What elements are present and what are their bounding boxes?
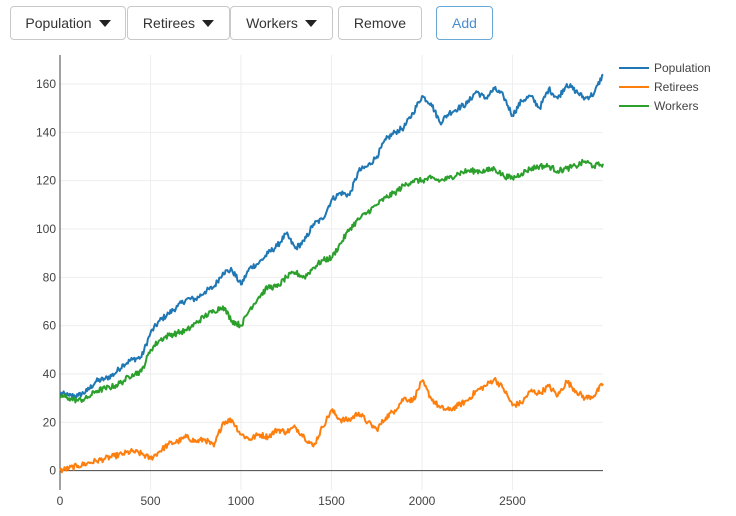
y-tick-label: 160 xyxy=(36,77,56,91)
y-tick-label: 100 xyxy=(36,222,56,236)
x-tick-label: 2500 xyxy=(499,494,526,508)
series-line-workers xyxy=(59,158,604,404)
grid xyxy=(60,55,603,490)
x-tick-label: 0 xyxy=(57,494,64,508)
remove-button-label: Remove xyxy=(353,15,407,31)
legend-label-workers: Workers xyxy=(654,99,698,113)
y-tick-label: 80 xyxy=(43,270,57,284)
x-tick-label: 2000 xyxy=(409,494,436,508)
x-tick-label: 1500 xyxy=(318,494,345,508)
y-tick-label: 40 xyxy=(43,367,57,381)
y-tick-label: 60 xyxy=(43,319,57,333)
y-tick-label: 140 xyxy=(36,125,56,139)
population-dropdown-label: Population xyxy=(25,15,92,31)
y-tick-label: 0 xyxy=(49,464,56,478)
population-dropdown-button[interactable]: Population xyxy=(10,6,126,40)
add-button-label: Add xyxy=(452,15,477,31)
series-line-population xyxy=(59,73,604,399)
add-button[interactable]: Add xyxy=(436,6,493,40)
retirees-dropdown-label: Retirees xyxy=(142,15,196,31)
series-lines xyxy=(59,73,604,474)
remove-button[interactable]: Remove xyxy=(338,6,422,40)
y-tick-label: 20 xyxy=(43,415,57,429)
y-tick-label: 120 xyxy=(36,174,56,188)
legend: Population Retirees Workers xyxy=(619,61,711,113)
x-tick-label: 1000 xyxy=(228,494,255,508)
caret-down-icon xyxy=(304,19,317,27)
caret-down-icon xyxy=(202,19,215,27)
x-tick-label: 500 xyxy=(140,494,160,508)
legend-label-population: Population xyxy=(654,61,711,75)
caret-down-icon xyxy=(98,19,111,27)
workers-dropdown-button[interactable]: Workers xyxy=(230,6,333,40)
legend-label-retirees: Retirees xyxy=(654,80,699,94)
workers-dropdown-label: Workers xyxy=(246,15,298,31)
axes: 0 20 40 60 80 100 120 140 160 0 500 1000 1500 2000 250… xyxy=(36,55,603,508)
retirees-dropdown-button[interactable]: Retirees xyxy=(127,6,230,40)
series-line-retirees xyxy=(59,376,604,474)
